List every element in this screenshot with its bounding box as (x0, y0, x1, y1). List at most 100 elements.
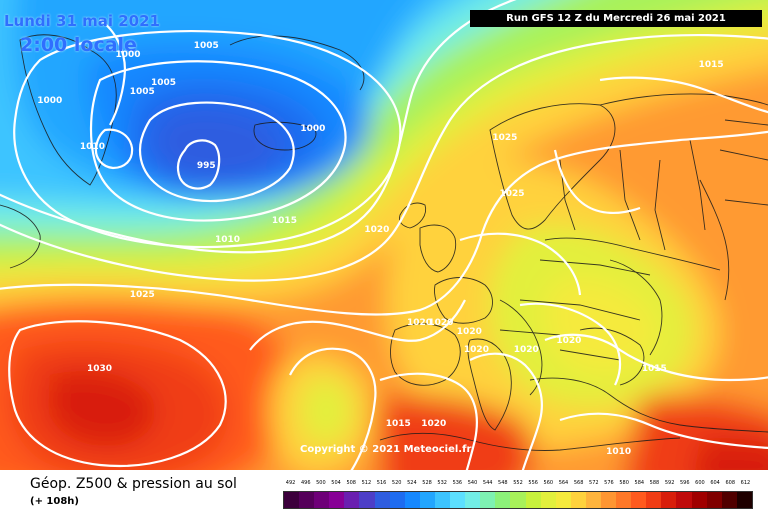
legend-swatch (570, 492, 586, 508)
forecast-hour: (+ 108h) (30, 496, 79, 507)
isobar-label: 1000 (300, 124, 326, 135)
isobar-label: 1010 (215, 234, 241, 245)
legend-swatch (419, 492, 435, 508)
legend-swatch (314, 492, 330, 508)
legend-swatch (631, 492, 647, 508)
isobar-label: 1010 (79, 142, 105, 153)
isobars (0, 0, 768, 470)
legend-swatch (359, 492, 375, 508)
copyright: Copyright © 2021 Meteociel.fr (300, 444, 472, 455)
legend-value: 580 (619, 480, 629, 486)
legend-value: 592 (664, 480, 675, 486)
legend-value: 576 (604, 480, 614, 486)
legend-value: 584 (634, 480, 645, 486)
isobar-label: 1025 (499, 188, 525, 199)
legend-swatch (389, 492, 405, 508)
isobar-label: 1005 (129, 87, 155, 98)
legend-value: 608 (725, 480, 736, 486)
legend-swatch (676, 492, 692, 508)
legend-swatch (450, 492, 466, 508)
coastlines (0, 34, 768, 451)
isobar-label: 1020 (407, 317, 433, 328)
legend-swatch (480, 492, 496, 508)
legend-swatch (540, 492, 556, 508)
legend-value: 572 (589, 480, 599, 486)
legend-value: 612 (740, 480, 751, 486)
legend-value: 496 (300, 480, 311, 486)
weather-map: Lundi 31 mai 2021 2:00 locale Run GFS 12… (0, 0, 768, 470)
legend-value: 600 (695, 480, 705, 486)
legend-value: 552 (513, 480, 523, 486)
legend-swatch (299, 492, 315, 508)
isobar-label: 1010 (606, 446, 632, 457)
legend-swatch (600, 492, 617, 508)
isobar-label: 1025 (492, 133, 518, 144)
isobar-label: 1000 (37, 96, 63, 107)
legend-value: 564 (558, 480, 569, 486)
legend-swatch (374, 492, 390, 508)
legend-value: 528 (422, 480, 432, 486)
legend-value: 588 (649, 480, 660, 486)
legend-value: 544 (482, 480, 493, 486)
isobar-label: 1005 (151, 77, 177, 88)
legend-swatch (585, 492, 601, 508)
legend-swatch (661, 492, 677, 508)
isobar-label: 1020 (364, 225, 390, 236)
color-legend: 492 496 500 504 508 512 516 520 524 528 532 536 540 5… (283, 480, 753, 510)
isobar-label: 1015 (698, 59, 724, 70)
isobar-label: 1000 (115, 50, 141, 61)
legend-value: 540 (467, 480, 478, 486)
legend-swatches (283, 491, 753, 509)
legend-swatch (721, 492, 737, 508)
legend-value: 520 (391, 480, 402, 486)
legend-swatch (691, 492, 707, 508)
map-footer: Géop. Z500 & pression au sol (+ 108h) 49… (0, 470, 768, 512)
isobar-label: 1030 (87, 363, 113, 374)
legend-swatch (434, 492, 451, 508)
isobar-label: 1020 (513, 345, 539, 356)
legend-swatch (646, 492, 662, 508)
isobar-label: 1020 (463, 345, 489, 356)
legend-swatch (555, 492, 571, 508)
legend-value: 556 (528, 480, 538, 486)
valid-time: 2:00 locale (20, 34, 137, 56)
model-run-label: Run GFS 12 Z du Mercredi 26 mai 2021 (470, 10, 762, 27)
legend-value: 532 (437, 480, 447, 486)
isobar-label: 1020 (556, 335, 582, 346)
legend-swatch (284, 492, 300, 508)
isobar-label: 1020 (421, 418, 447, 429)
legend-swatch (510, 492, 526, 508)
legend-value: 560 (543, 480, 554, 486)
valid-date: Lundi 31 mai 2021 (4, 12, 160, 30)
legend-swatch (344, 492, 360, 508)
legend-value: 536 (452, 480, 463, 486)
legend-swatch (465, 492, 481, 508)
legend-swatch (706, 492, 722, 508)
legend-swatch (329, 492, 345, 508)
isobar-label: 995 (196, 160, 216, 171)
legend-value: 492 (285, 480, 296, 486)
isobar-label: 1015 (385, 418, 411, 429)
isobar-label: 1015 (271, 216, 297, 227)
legend-value: 568 (573, 480, 584, 486)
isobar-label: 1005 (193, 41, 219, 52)
isobar-label: 1025 (129, 289, 155, 300)
map-canvas (0, 0, 768, 470)
legend-swatch (495, 492, 511, 508)
isobar-label: 1020 (456, 326, 482, 337)
legend-value: 548 (498, 480, 508, 486)
legend-value: 596 (679, 480, 690, 486)
legend-value: 604 (710, 480, 720, 486)
legend-swatch (404, 492, 420, 508)
legend-swatch (616, 492, 632, 508)
legend-labels: 492 496 500 504 508 512 516 520 524 528 532 536 540 5… (283, 480, 753, 490)
legend-value: 516 (376, 480, 387, 486)
legend-swatch (525, 492, 541, 508)
isobar-label: 1015 (641, 363, 667, 374)
legend-value: 504 (331, 480, 341, 486)
legend-value: 524 (407, 480, 417, 486)
legend-swatch (736, 492, 752, 508)
isobar-label: 1020 (428, 317, 454, 328)
product-title: Géop. Z500 & pression au sol (30, 476, 237, 492)
legend-value: 508 (346, 480, 356, 486)
